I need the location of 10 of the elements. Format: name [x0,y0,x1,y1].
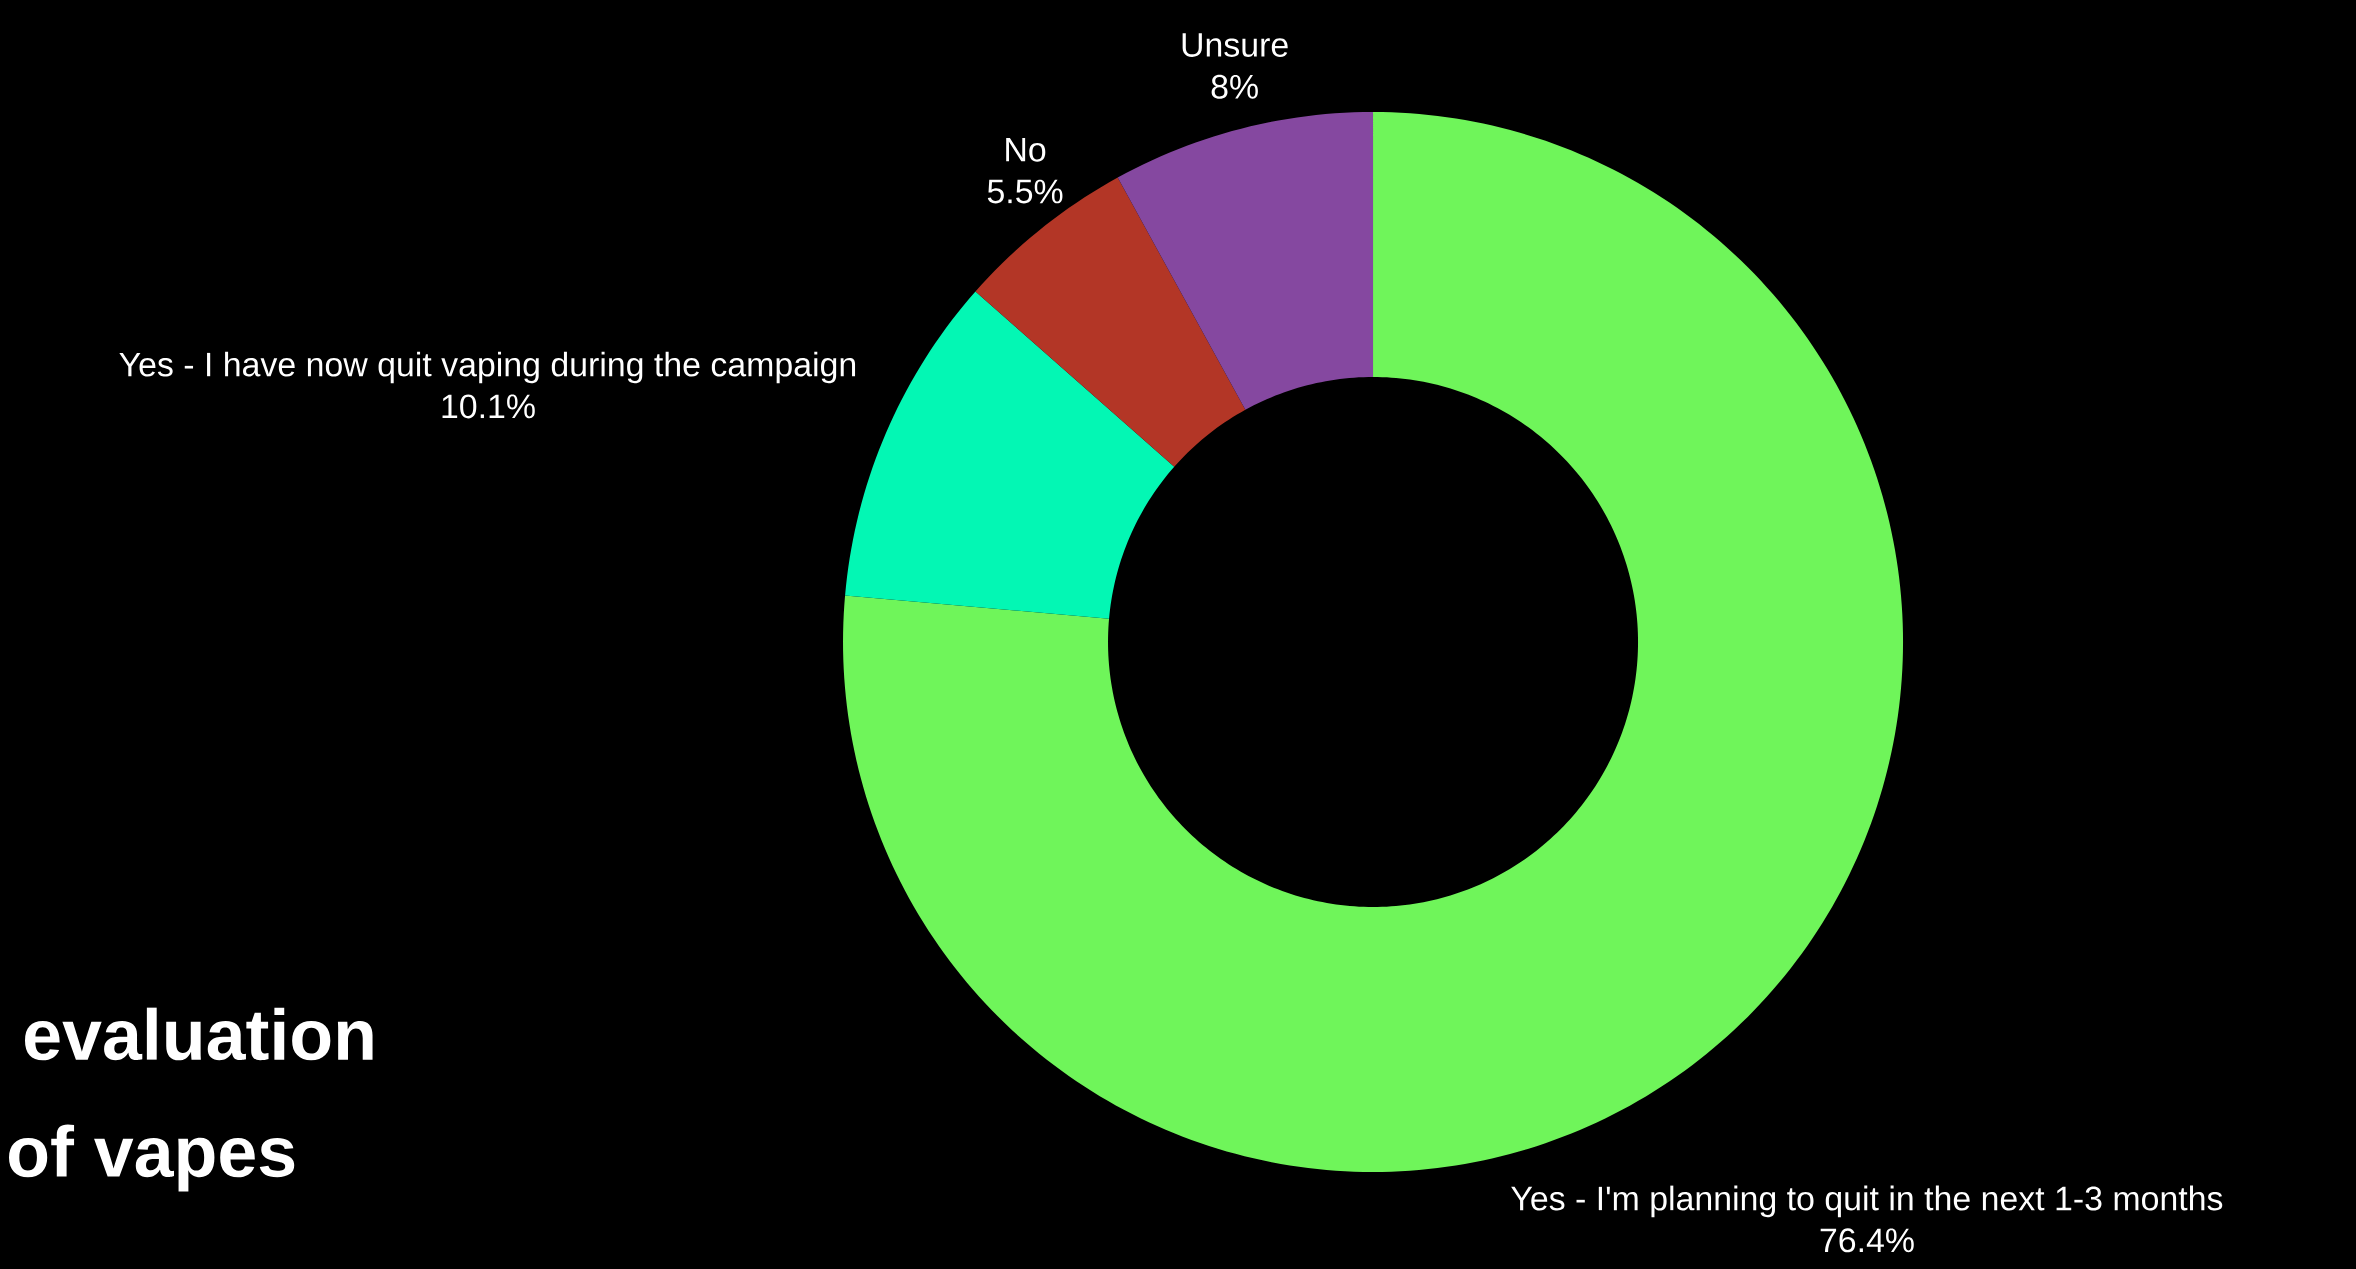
text: of vapes [9,1124,295,1192]
text: evaluation [25,1007,373,1061]
slice-label: Unsure [1182,33,1288,57]
slice-label: Yes - I'm planning to quit in the next 1-3 months [1511,1185,2223,1218]
slice-label: Yes - I have now quit vaping during the campaign [119,351,856,384]
slice-label: No [1006,137,1046,162]
data-label: 8% [1211,74,1258,99]
data-label: 76.4% [1820,1228,1914,1253]
data-label: 5.5% [987,179,1063,204]
data-label: 10.1% [442,394,535,419]
